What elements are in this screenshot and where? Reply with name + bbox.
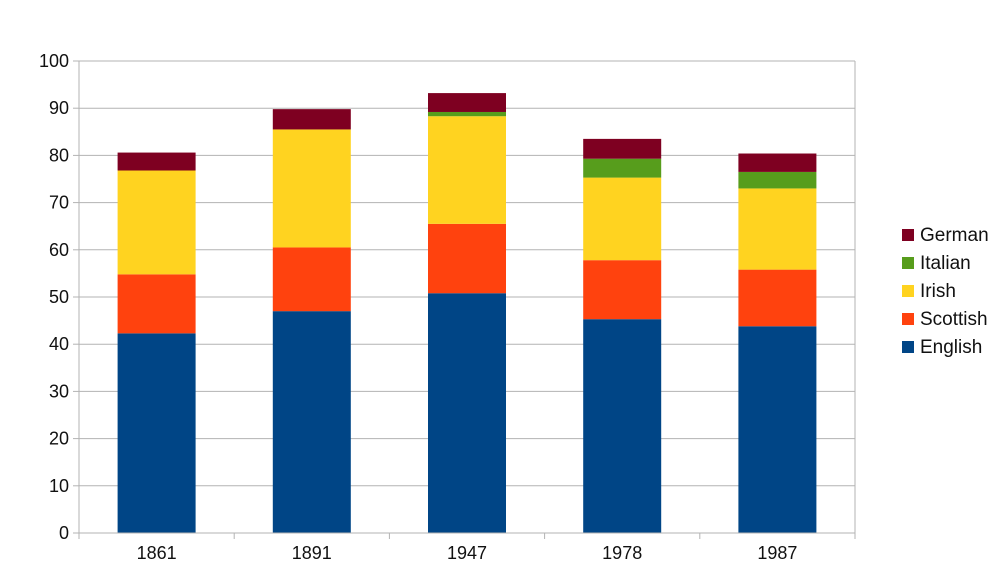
bar-segment-scottish-1987 [738, 269, 817, 327]
bar-segment-german-1891 [272, 109, 351, 130]
bar-segment-german-1987 [738, 153, 817, 172]
y-tick-label: 30 [49, 381, 69, 401]
bar-segment-scottish-1978 [583, 260, 662, 320]
legend-label-scottish: Scottish [920, 309, 988, 330]
bar-segment-english-1947 [428, 293, 506, 533]
y-tick-label: 10 [49, 476, 69, 496]
bar-segment-scottish-1947 [428, 223, 506, 294]
bar-segment-irish-1978 [583, 177, 662, 261]
bar-segment-italian-1978 [583, 158, 662, 178]
y-tick-label: 70 [49, 193, 69, 213]
y-tick-label: 0 [59, 523, 69, 543]
y-tick-label: 100 [39, 51, 69, 71]
bar-segment-scottish-1891 [272, 247, 351, 312]
bar-segment-german-1947 [428, 93, 506, 112]
legend-swatch-irish [902, 285, 914, 297]
bars [117, 93, 817, 533]
y-tick-label: 20 [49, 429, 69, 449]
legend-swatch-scottish [902, 313, 914, 325]
x-tick-label: 1987 [757, 543, 797, 563]
y-tick-label: 90 [49, 98, 69, 118]
bar-segment-irish-1987 [738, 188, 817, 270]
legend-label-german: German [920, 225, 989, 246]
bar-segment-italian-1947 [428, 111, 506, 117]
x-tick-label: 1891 [292, 543, 332, 563]
legend-label-irish: Irish [920, 281, 956, 302]
x-tick-label: 1978 [602, 543, 642, 563]
bar-segment-irish-1891 [272, 129, 351, 248]
legend-label-italian: Italian [920, 253, 971, 274]
legend-swatch-italian [902, 257, 914, 269]
bar-segment-english-1891 [272, 311, 351, 533]
x-axis-ticks: 1861 1891 1947 1978 1987 [78, 533, 856, 563]
bar-segment-german-1978 [583, 138, 662, 159]
y-tick-label: 50 [49, 287, 69, 307]
bar-segment-english-1987 [738, 326, 817, 533]
legend-swatch-german [902, 229, 914, 241]
x-tick-label: 1947 [447, 543, 487, 563]
y-tick-label: 40 [49, 334, 69, 354]
y-axis-ticks: 0 10 20 30 40 50 60 70 80 90 100 [39, 51, 79, 543]
bar-segment-italian-1987 [738, 171, 817, 189]
legend-swatch-english [902, 341, 914, 353]
bar-segment-irish-1947 [428, 116, 506, 224]
y-tick-label: 80 [49, 145, 69, 165]
bar-segment-english-1978 [583, 319, 662, 533]
bar-segment-german-1861 [117, 152, 196, 171]
bar-segment-english-1861 [117, 333, 196, 533]
bar-segment-scottish-1861 [117, 274, 196, 334]
x-tick-label: 1861 [137, 543, 177, 563]
y-tick-label: 60 [49, 240, 69, 260]
bar-segment-irish-1861 [117, 170, 196, 275]
legend: German Italian Irish Scottish English [902, 225, 989, 358]
legend-label-english: English [920, 337, 982, 358]
